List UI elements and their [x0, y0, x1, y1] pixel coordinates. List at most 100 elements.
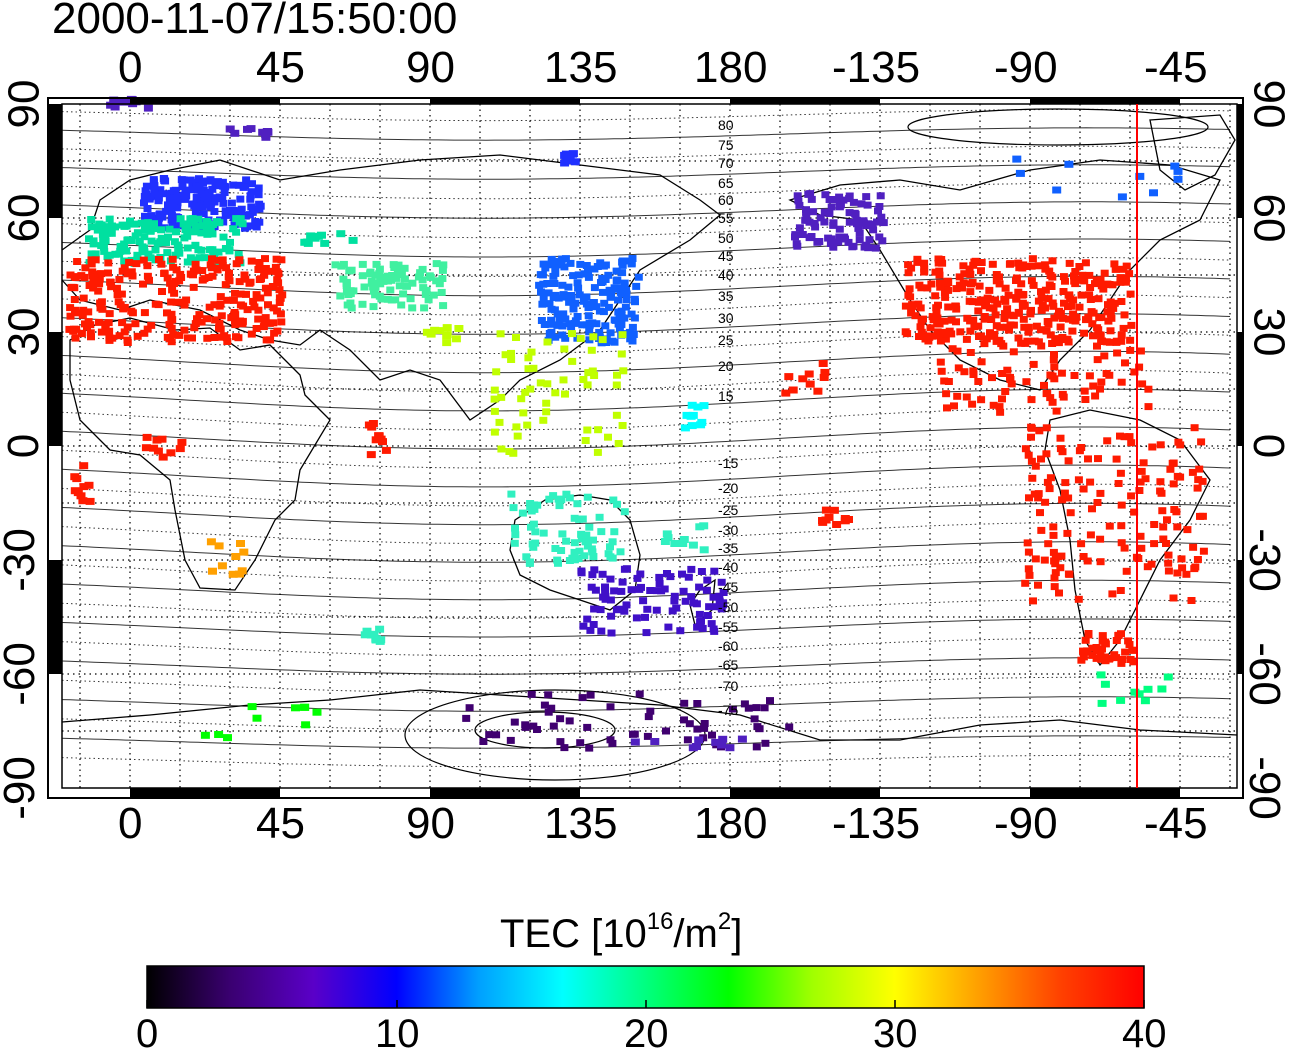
- tec-point-central-asia: [381, 276, 390, 284]
- tec-point-europe-mid: [151, 246, 160, 254]
- tec-point-europe-south: [98, 305, 107, 313]
- tec-point-south-america: [1120, 544, 1129, 552]
- tec-point-europe-south: [211, 316, 220, 324]
- tec-point: [818, 360, 828, 367]
- frame-bar-left: [48, 560, 62, 674]
- tec-point-europe-south: [123, 270, 132, 278]
- tec-point-south-america: [1190, 424, 1199, 432]
- tec-point-europe-high: [213, 178, 222, 186]
- tec-point-europe-south: [229, 296, 238, 304]
- tec-point-europe-south: [89, 284, 98, 292]
- tec-point-southeast-asia: [619, 367, 628, 375]
- tec-point-north-america: [962, 335, 971, 343]
- left-latitude-tick: -60: [0, 642, 44, 706]
- top-longitude-tick: -45: [1144, 43, 1208, 92]
- tec-point: [660, 538, 670, 545]
- tec-point-europe-south: [261, 265, 270, 272]
- tec-point: [360, 631, 370, 639]
- tec-point-new-zealand: [657, 587, 666, 595]
- tec-point-antarctica: [540, 701, 549, 709]
- tec-point-east-asia: [585, 328, 594, 336]
- tec-point-europe-mid: [127, 237, 136, 244]
- tec-point-antarctica: [693, 725, 702, 733]
- tec-point-europe-mid: [87, 216, 96, 223]
- tec-point-europe-mid: [144, 250, 153, 258]
- tec-point-north-america-high: [865, 236, 874, 244]
- tec-point-southeast-asia: [583, 381, 592, 389]
- tec-point: [239, 548, 249, 556]
- tec-point: [1096, 671, 1106, 679]
- tec-point-north-america: [1094, 326, 1103, 334]
- tec-point-east-asia: [606, 293, 615, 301]
- tec-point-europe-south: [66, 271, 75, 279]
- tec-point-east-asia: [584, 273, 593, 281]
- tec-point-central-asia: [438, 266, 447, 274]
- tec-point-north-america: [982, 335, 991, 343]
- tec-point-europe-mid: [189, 219, 198, 227]
- tec-point-europe-south: [70, 325, 78, 333]
- tec-point-europe-south: [89, 273, 98, 281]
- tec-point-south-america: [1051, 569, 1060, 577]
- tec-point-europe-mid: [116, 242, 125, 250]
- tec-point-north-america: [1000, 310, 1009, 318]
- tec-point-north-america: [901, 328, 910, 336]
- tec-point-north-america: [1117, 378, 1126, 386]
- tec-point-north-america: [988, 260, 997, 268]
- tec-point: [832, 521, 842, 528]
- tec-point-south-america: [1021, 579, 1030, 587]
- tec-point-north-america: [1024, 323, 1033, 331]
- tec-point-south-america: [1042, 424, 1051, 432]
- tec-point-antarctica: [547, 704, 556, 712]
- tec-point: [301, 721, 311, 729]
- tec-point: [157, 435, 167, 443]
- tec-point-north-america: [1017, 280, 1026, 288]
- tec-point-europe-mid: [174, 248, 183, 256]
- tec-point-north-america: [1089, 309, 1098, 317]
- tec-point-north-america: [916, 304, 925, 312]
- tec-point: [824, 513, 834, 521]
- tec-point-south-america: [1174, 438, 1183, 446]
- tec-point-north-america: [1089, 332, 1097, 340]
- tec-point: [368, 420, 378, 427]
- tec-point-south-america: [1100, 653, 1109, 661]
- tec-point-europe-south: [163, 333, 172, 341]
- tec-point-europe-south: [205, 303, 214, 311]
- tec-point-east-asia: [537, 317, 546, 324]
- tec-point-new-zealand: [670, 597, 679, 605]
- tec-point-europe-mid: [200, 254, 209, 262]
- tec-point-north-america: [1009, 312, 1018, 320]
- tec-point: [381, 446, 391, 454]
- tec-point-north-america-high: [845, 209, 854, 217]
- tec-point-australia: [595, 513, 604, 521]
- top-longitude-tick: 45: [256, 43, 305, 92]
- tec-point-antarctica: [744, 704, 753, 712]
- tec-point-north-america: [1126, 336, 1135, 344]
- tec-point-new-zealand: [577, 569, 586, 577]
- tec-point: [362, 627, 372, 635]
- tec-point-europe-high: [188, 186, 197, 194]
- tec-point-north-america: [925, 332, 934, 340]
- tec-point-central-asia: [439, 302, 448, 310]
- tec-point-south-america: [1168, 459, 1177, 467]
- tec-point-north-america-high: [862, 242, 871, 250]
- tec-point-north-america-high: [813, 238, 822, 246]
- tec-point-australia: [531, 539, 540, 547]
- tec-point-north-america: [1052, 407, 1061, 415]
- tec-point: [1117, 193, 1127, 201]
- tec-point-north-america: [931, 292, 940, 300]
- tec-point: [630, 738, 640, 746]
- tec-point-europe-south: [184, 334, 192, 342]
- tec-point-north-america-high: [851, 210, 860, 218]
- tec-point-europe-mid: [208, 246, 217, 254]
- tec-point-new-zealand: [703, 576, 712, 584]
- tec-point-europe-high: [239, 183, 248, 191]
- tec-point-europe-high: [140, 199, 148, 207]
- tec-point-east-asia: [549, 294, 558, 301]
- tec-point-south-america: [1164, 567, 1173, 575]
- tec-point-north-america: [981, 302, 990, 310]
- tec-point-southeast-asia: [490, 395, 499, 403]
- tec-point-north-america: [966, 288, 975, 296]
- tec-point-north-america-high: [795, 224, 804, 232]
- tec-point-australia: [587, 545, 596, 553]
- tec-point-north-america: [1070, 272, 1078, 280]
